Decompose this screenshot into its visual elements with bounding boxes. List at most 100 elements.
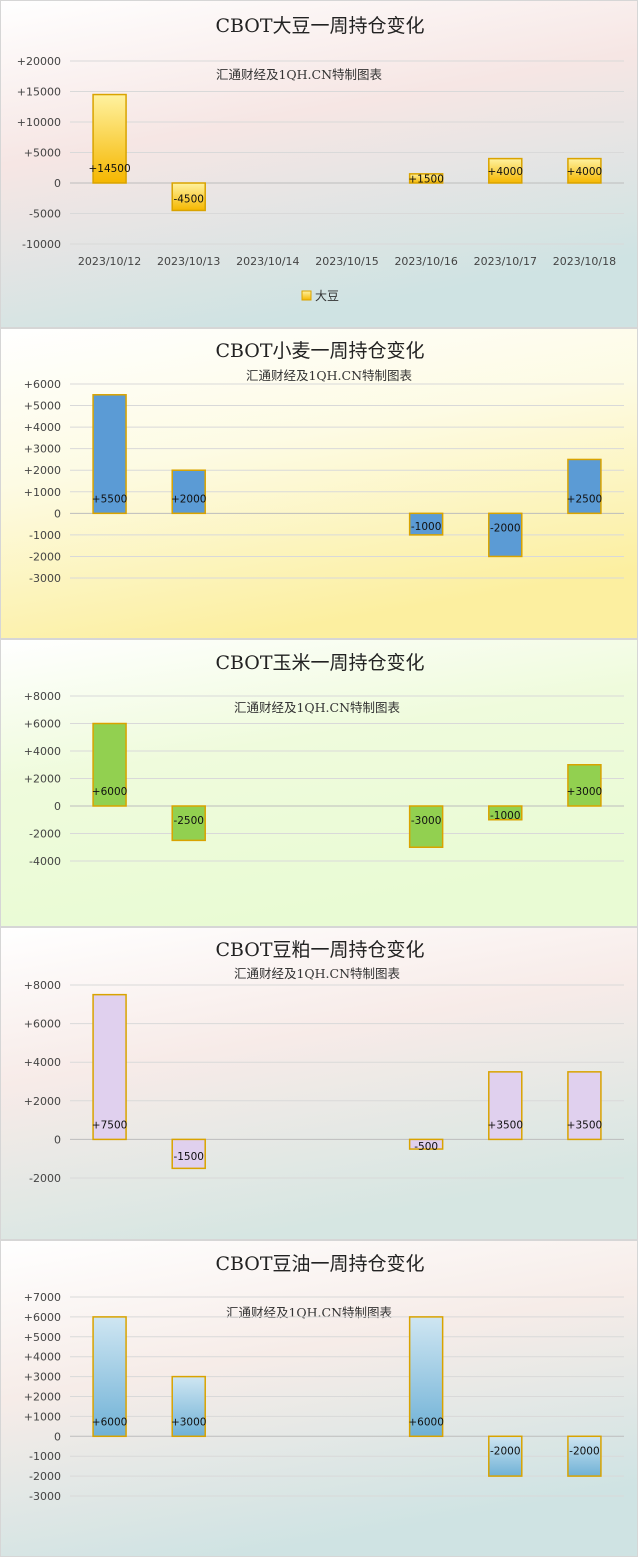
chart-subtitle: 汇通财经及1QH.CN特制图表 xyxy=(226,1305,393,1320)
chart-panel-corn: CBOT玉米一周持仓变化 汇通财经及1QH.CN特制图表 +8000 +6000 +40… xyxy=(0,639,638,927)
y-tick-label: -5000 xyxy=(29,208,61,221)
bar xyxy=(171,1375,206,1438)
chart-title: CBOT大豆一周持仓变化 xyxy=(215,15,424,37)
bar xyxy=(488,157,523,184)
y-tick-label: -1000 xyxy=(29,529,61,542)
data-label: +2500 xyxy=(567,493,603,505)
bar xyxy=(92,993,127,1141)
data-label: -1000 xyxy=(411,521,442,533)
bar xyxy=(92,1316,127,1438)
y-tick-label: -3000 xyxy=(29,1490,61,1503)
y-tick-label: +2000 xyxy=(24,464,61,477)
y-tick-label: +2000 xyxy=(24,1391,61,1404)
y-tick-label: +5000 xyxy=(24,147,61,160)
bar xyxy=(171,1138,206,1170)
y-tick-label: +5000 xyxy=(24,400,61,413)
bar xyxy=(408,1316,444,1438)
data-label: +3000 xyxy=(171,1416,207,1428)
data-label: +7500 xyxy=(92,1119,128,1131)
bar xyxy=(488,805,523,821)
chart-subtitle: 汇通财经及1QH.CN特制图表 xyxy=(216,67,383,82)
chart-panel-soymeal: CBOT豆粕一周持仓变化汇通财经及1QH.CN特制图表 +8000 +6000 +40… xyxy=(0,927,638,1240)
chart-subtitle: 汇通财经及1QH.CN特制图表 xyxy=(234,700,401,715)
y-tick-label: -10000 xyxy=(22,238,61,251)
chart-title: CBOT小麦一周持仓变化 xyxy=(215,340,424,362)
chart-panel-wheat: CBOT小麦一周持仓变化 汇通财经及1QH.CN特制图表 +6000 +5000 +40… xyxy=(0,328,638,639)
data-label: +6000 xyxy=(408,1416,444,1428)
y-tick-label: +4000 xyxy=(24,1351,61,1364)
y-tick-label: 0 xyxy=(54,507,61,520)
y-tick-label: +4000 xyxy=(24,421,61,434)
y-tick-label: 0 xyxy=(54,177,61,190)
data-label: +2000 xyxy=(171,493,207,505)
y-tick-label: -2000 xyxy=(29,1172,61,1185)
bar xyxy=(488,1435,523,1477)
data-label: -500 xyxy=(414,1141,438,1153)
data-label: -1000 xyxy=(490,810,521,822)
data-label: +5500 xyxy=(92,493,128,505)
data-label: -4500 xyxy=(173,194,204,206)
y-tick-label: 0 xyxy=(54,1430,61,1443)
bar xyxy=(567,764,602,807)
chart-subtitle: 汇通财经及1QH.CN特制图表 xyxy=(246,368,413,383)
y-tick-label: +10000 xyxy=(17,116,61,129)
y-tick-label: -2000 xyxy=(29,550,61,563)
bar xyxy=(408,805,444,848)
data-label: +14500 xyxy=(88,163,130,175)
data-label: +3500 xyxy=(567,1119,603,1131)
y-tick-label: +20000 xyxy=(17,55,61,68)
x-tick-label: 2023/10/14 xyxy=(236,255,299,268)
y-tick-label: +4000 xyxy=(24,1056,61,1069)
bar xyxy=(92,93,127,184)
bar xyxy=(567,458,602,515)
y-tick-label: +8000 xyxy=(24,690,61,703)
y-tick-label: +3000 xyxy=(24,443,61,456)
bar xyxy=(408,512,444,536)
y-tick-label: +8000 xyxy=(24,979,61,992)
legend-swatch xyxy=(301,290,312,301)
y-tick-label: -3000 xyxy=(29,572,61,585)
bar xyxy=(567,157,602,184)
data-label: +3500 xyxy=(488,1119,524,1131)
bar xyxy=(92,722,127,807)
bar xyxy=(488,1071,523,1141)
chart-title: CBOT豆油一周持仓变化 xyxy=(215,1253,424,1275)
x-tick-label: 2023/10/18 xyxy=(553,255,616,268)
data-label: -1500 xyxy=(173,1151,204,1163)
data-label: +3000 xyxy=(567,786,603,798)
data-label: -3000 xyxy=(411,815,442,827)
bar xyxy=(171,469,206,515)
chart-title: CBOT玉米一周持仓变化 xyxy=(215,652,424,674)
x-tick-label: 2023/10/17 xyxy=(474,255,537,268)
data-label: -2500 xyxy=(173,815,204,827)
data-label: -2000 xyxy=(490,522,521,534)
y-tick-label: +1000 xyxy=(24,486,61,499)
y-tick-label: 0 xyxy=(54,1133,61,1146)
y-tick-label: -2000 xyxy=(29,828,61,841)
y-tick-label: -1000 xyxy=(29,1450,61,1463)
y-tick-label: +7000 xyxy=(24,1291,61,1304)
data-label: -2000 xyxy=(490,1445,521,1457)
y-tick-label: +2000 xyxy=(24,1095,61,1108)
x-tick-label: 2023/10/12 xyxy=(78,255,141,268)
data-label: +1500 xyxy=(408,173,444,185)
data-label: -2000 xyxy=(569,1445,600,1457)
chart-title: CBOT豆粕一周持仓变化 xyxy=(215,939,424,961)
bar xyxy=(92,394,127,515)
y-tick-label: -4000 xyxy=(29,855,61,868)
bar xyxy=(408,1138,444,1150)
chart-svg: CBOT大豆一周持仓变化汇通财经及1QH.CN特制图表+20000+15000+… xyxy=(1,1,637,327)
y-tick-label: +5000 xyxy=(24,1331,61,1344)
x-tick-label: 2023/10/16 xyxy=(394,255,457,268)
bar xyxy=(488,512,523,558)
x-tick-label: 2023/10/13 xyxy=(157,255,220,268)
bar xyxy=(567,1435,602,1477)
chart-subtitle: 汇通财经及1QH.CN特制图表 xyxy=(234,966,401,981)
y-tick-label: +1000 xyxy=(24,1410,61,1423)
y-tick-label: +15000 xyxy=(17,86,61,99)
y-tick-label: +6000 xyxy=(24,1018,61,1031)
